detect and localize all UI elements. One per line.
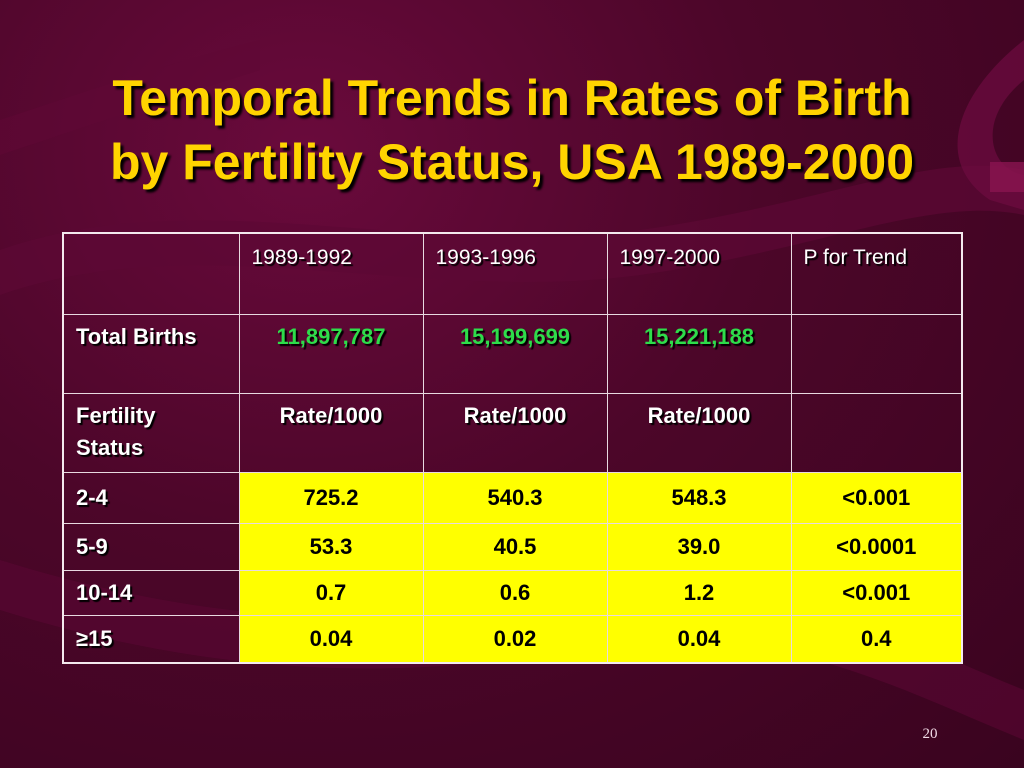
rate-cell: 0.04 [238,615,424,664]
rate-cell: 0.04 [606,615,792,664]
table-header-row: 1989-1992 1993-1996 1997-2000 P for Tren… [62,232,963,315]
rate-cell: 40.5 [422,523,608,571]
row-label: 5-9 [62,523,240,571]
rate-cell: 0.7 [238,570,424,616]
row-label: 10-14 [62,570,240,616]
p-value-cell: <0.001 [790,570,963,616]
rate-cell: 548.3 [606,472,792,524]
table-row: 5-9 53.3 40.5 39.0 <0.0001 [62,523,963,571]
table-row: 2-4 725.2 540.3 548.3 <0.001 [62,472,963,524]
header-cell: 1993-1996 [422,232,608,315]
row-label: Fertility Status [62,393,240,473]
table-row: 10-14 0.7 0.6 1.2 <0.001 [62,570,963,616]
p-value-cell: 0.4 [790,615,963,664]
header-cell [62,232,240,315]
rate-cell: 53.3 [238,523,424,571]
row-label: ≥15 [62,615,240,664]
birth-rates-table: 1989-1992 1993-1996 1997-2000 P for Tren… [62,232,963,664]
p-value-cell: <0.001 [790,472,963,524]
rate-cell: 39.0 [606,523,792,571]
total-births-value [790,314,963,394]
total-births-row: Total Births 11,897,787 15,199,699 15,22… [62,314,963,394]
total-births-value: 15,199,699 [422,314,608,394]
header-cell: 1997-2000 [606,232,792,315]
row-label: 2-4 [62,472,240,524]
slide-title: Temporal Trends in Rates of Birth by Fer… [20,66,1004,194]
header-cell: 1989-1992 [238,232,424,315]
total-births-value: 15,221,188 [606,314,792,394]
rate-cell: 540.3 [422,472,608,524]
unit-cell: Rate/1000 [422,393,608,473]
unit-cell [790,393,963,473]
row-label: Total Births [62,314,240,394]
total-births-value: 11,897,787 [238,314,424,394]
rate-cell: 725.2 [238,472,424,524]
rate-cell: 1.2 [606,570,792,616]
page-number: 20 [922,726,938,742]
rate-cell: 0.02 [422,615,608,664]
unit-cell: Rate/1000 [238,393,424,473]
table-row: ≥15 0.04 0.02 0.04 0.4 [62,615,963,664]
header-cell: P for Trend [790,232,963,315]
p-value-cell: <0.0001 [790,523,963,571]
title-line-1: Temporal Trends in Rates of Birth [112,70,912,126]
fertility-status-row: Fertility Status Rate/1000 Rate/1000 Rat… [62,393,963,473]
title-line-2: by Fertility Status, USA 1989-2000 [109,134,915,190]
unit-cell: Rate/1000 [606,393,792,473]
rate-cell: 0.6 [422,570,608,616]
